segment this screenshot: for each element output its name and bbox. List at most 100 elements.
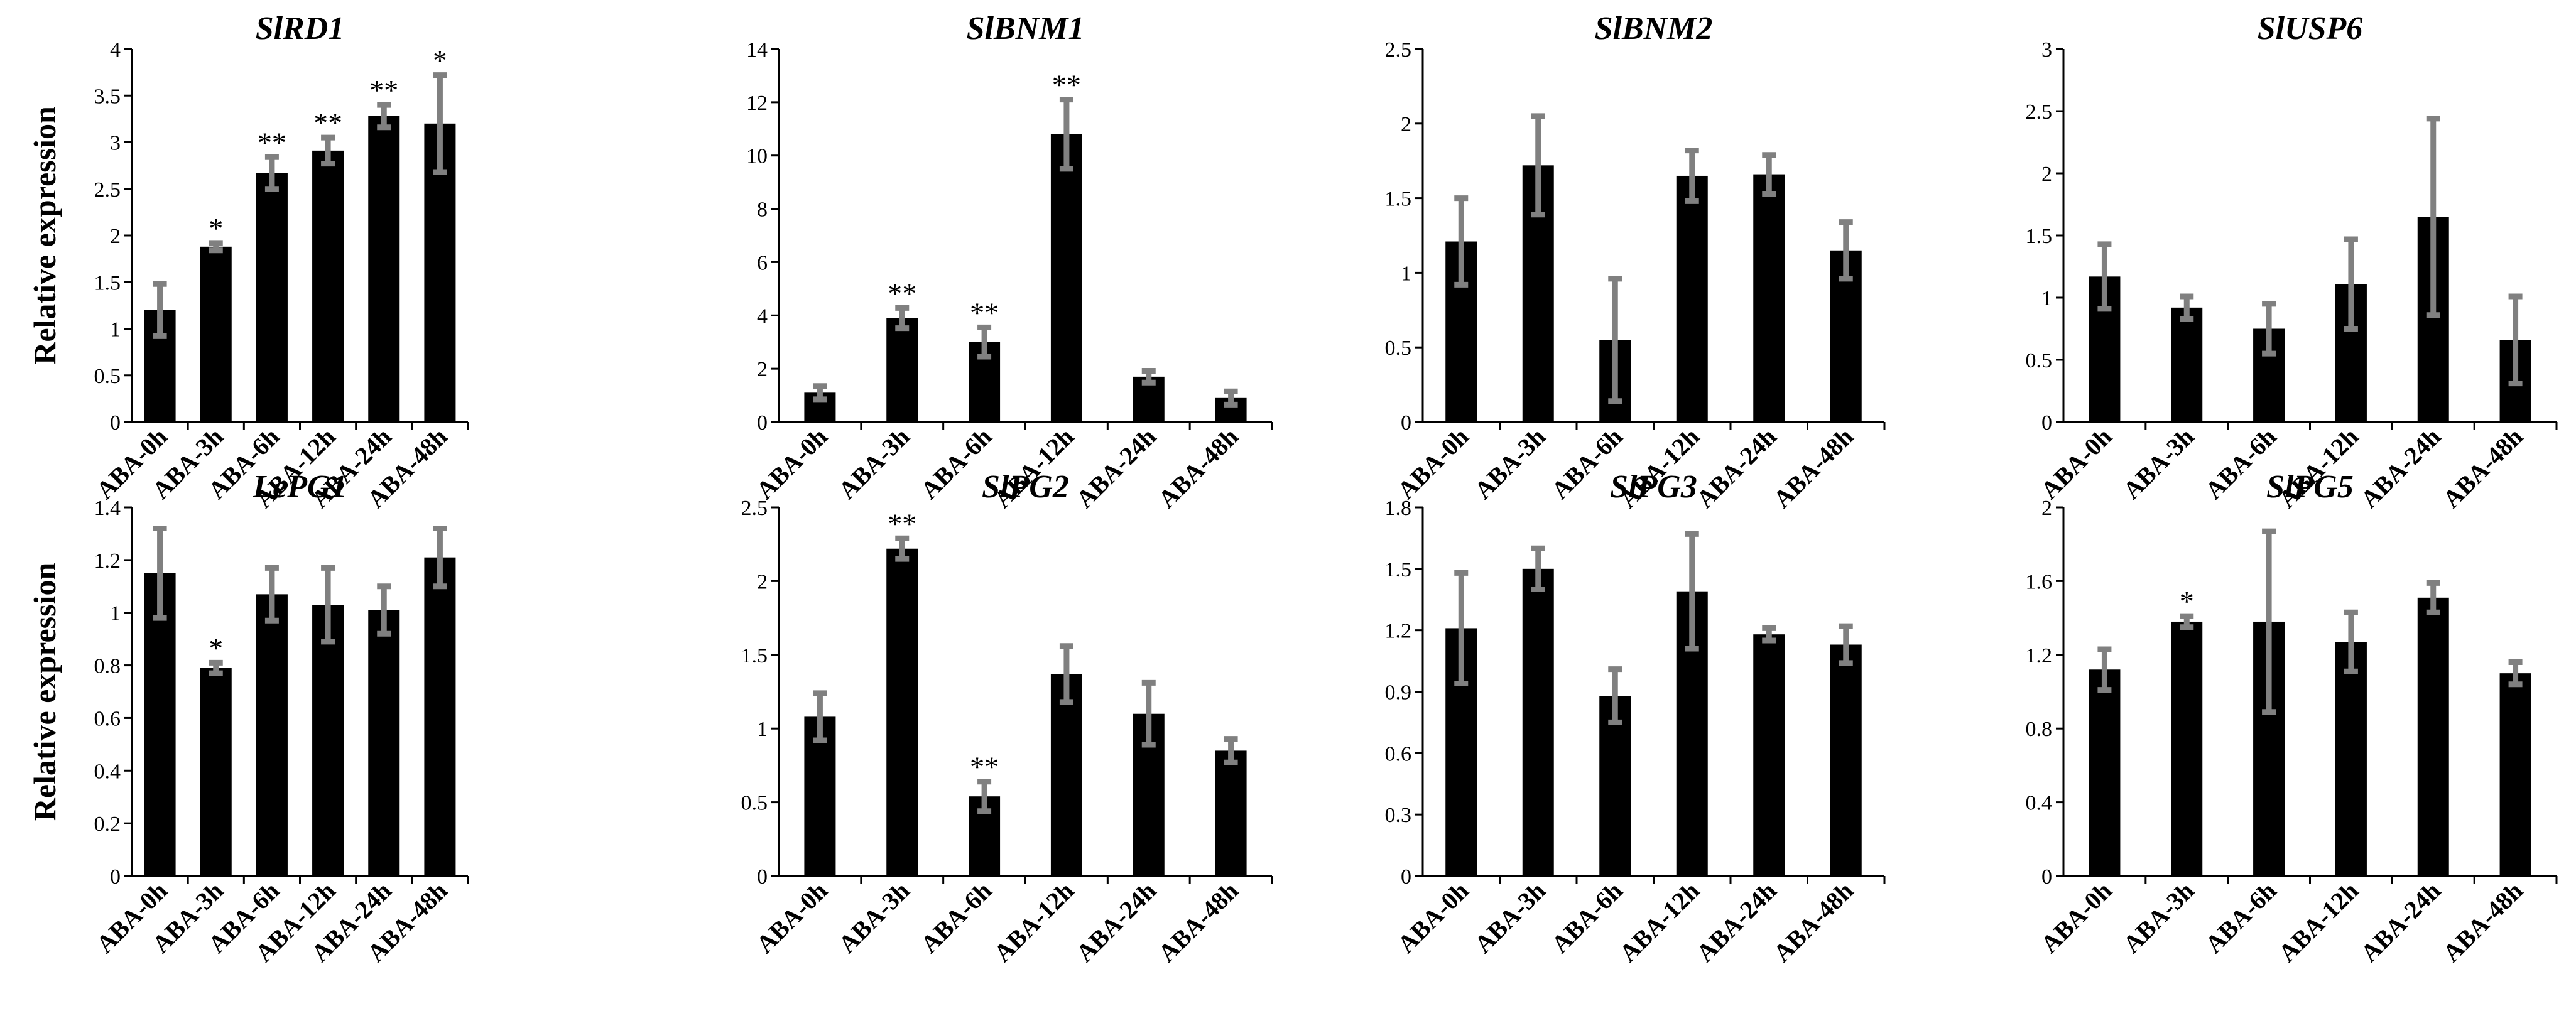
chart-5-bar-ABA-3h <box>886 548 918 876</box>
chart-0-significance-2: ** <box>258 126 286 158</box>
chart-7-x-tick-label-3: ABA-12h <box>2273 877 2364 968</box>
chart-7-bar-ABA-24h <box>2417 597 2449 876</box>
chart-0-significance-3: ** <box>313 107 342 139</box>
chart-5-title: SlPG2 <box>982 469 1069 505</box>
chart-1-title: SlBNM1 <box>967 11 1085 46</box>
chart-2-y-tick-label-0: 0 <box>1401 411 1411 435</box>
chart-6-x-tick-label-3: ABA-12h <box>1614 877 1705 968</box>
chart-1-y-tick-label-6: 12 <box>746 92 768 115</box>
chart-0-y-tick-label-7: 3.5 <box>94 85 121 108</box>
chart-6-x-tick-label-4: ABA-24h <box>1691 877 1782 968</box>
chart-4-y-tick-label-5: 1 <box>110 602 121 625</box>
chart-5-y-tick-label-1: 0.5 <box>741 792 768 815</box>
chart-0-bar-ABA-3h <box>200 246 232 422</box>
chart-3-x-tick-label-1: ABA-3h <box>2117 423 2200 505</box>
chart-2-x-tick-label-0: ABA-0h <box>1392 423 1474 505</box>
chart-4-y-tick-label-6: 1.2 <box>94 549 121 573</box>
chart-1-x-tick-label-0: ABA-0h <box>751 423 833 505</box>
chart-5-x-tick-label-0: ABA-0h <box>751 877 833 959</box>
chart-7-x-tick-label-0: ABA-0h <box>2035 877 2117 959</box>
chart-5-y-tick-label-4: 2 <box>757 570 768 593</box>
chart-7-x-tick-label-5: ABA-48h <box>2437 877 2528 968</box>
chart-4-bar-ABA-48h <box>424 557 456 876</box>
chart-3-x-tick-label-4: ABA-24h <box>2355 423 2446 514</box>
chart-0-y-tick-label-3: 1.5 <box>94 271 121 295</box>
chart-1-bar-ABA-12h <box>1050 134 1082 422</box>
chart-1-y-tick-label-5: 10 <box>746 145 768 168</box>
chart-2-x-tick-label-4: ABA-24h <box>1691 423 1782 514</box>
chart-2-y-tick-label-1: 0.5 <box>1385 337 1412 360</box>
chart-6-y-tick-label-4: 1.2 <box>1385 620 1412 643</box>
chart-6-y-tick-label-1: 0.3 <box>1385 804 1412 827</box>
chart-4-significance-1: * <box>209 632 223 664</box>
chart-7-x-tick-label-4: ABA-24h <box>2355 877 2446 968</box>
chart-5-y-tick-label-5: 2.5 <box>741 497 768 520</box>
chart-2-y-tick-label-2: 1 <box>1401 262 1411 285</box>
chart-5-x-tick-label-2: ABA-6h <box>915 877 997 959</box>
chart-7-y-tick-label-3: 1.2 <box>2026 644 2053 668</box>
chart-6-bar-ABA-24h <box>1753 634 1785 876</box>
chart-2-x-tick-label-5: ABA-48h <box>1768 423 1859 514</box>
chart-6-y-tick-label-2: 0.6 <box>1385 742 1412 765</box>
chart-7-y-tick-label-5: 2 <box>2041 497 2052 520</box>
chart-3-x-tick-label-5: ABA-48h <box>2437 423 2528 514</box>
chart-0-y-tick-label-0: 0 <box>110 411 121 435</box>
chart-0-bar-ABA-24h <box>368 116 400 423</box>
chart-3-y-tick-label-5: 2.5 <box>2026 100 2053 124</box>
chart-7-y-tick-label-0: 0 <box>2041 865 2052 889</box>
chart-0-bar-ABA-6h <box>256 173 288 422</box>
chart-4-y-tick-label-2: 0.4 <box>94 760 121 783</box>
chart-4-y-axis-label: Relative expression <box>27 563 62 821</box>
chart-6-bar-ABA-6h <box>1599 696 1631 876</box>
chart-3-title: SlUSP6 <box>2258 11 2363 46</box>
chart-3-y-tick-label-2: 1 <box>2041 287 2052 310</box>
chart-3-y-tick-label-1: 0.5 <box>2026 349 2053 372</box>
chart-0-y-tick-label-4: 2 <box>110 225 121 248</box>
chart-5-bar-ABA-12h <box>1050 674 1082 876</box>
chart-4-y-tick-label-0: 0 <box>110 865 121 889</box>
chart-1-y-tick-label-7: 14 <box>746 38 768 62</box>
chart-0-y-tick-label-2: 1 <box>110 318 121 342</box>
chart-0-significance-1: * <box>209 212 223 244</box>
chart-3-y-tick-label-3: 1.5 <box>2026 225 2053 248</box>
chart-6-bar-ABA-48h <box>1830 644 1862 876</box>
chart-7-bar-ABA-3h <box>2171 621 2203 876</box>
chart-5-x-tick-label-3: ABA-12h <box>988 877 1079 968</box>
chart-7-y-tick-label-2: 0.8 <box>2026 718 2053 741</box>
chart-4-bar-ABA-12h <box>312 605 344 876</box>
chart-7-significance-1: * <box>2180 585 2194 617</box>
chart-7-bar-ABA-48h <box>2499 673 2531 876</box>
chart-6-x-tick-label-5: ABA-48h <box>1768 877 1859 968</box>
chart-1-y-tick-label-0: 0 <box>757 411 768 435</box>
chart-3-y-tick-label-6: 3 <box>2041 38 2052 62</box>
chart-2-title: SlBNM2 <box>1595 11 1713 46</box>
chart-0-y-tick-label-5: 2.5 <box>94 178 121 202</box>
chart-2-x-tick-label-1: ABA-3h <box>1469 423 1551 505</box>
chart-5-significance-1: ** <box>888 507 916 539</box>
chart-4-bar-ABA-6h <box>256 594 288 876</box>
chart-1-y-tick-label-2: 4 <box>757 305 768 328</box>
chart-1-bar-ABA-3h <box>886 318 918 422</box>
chart-5-x-tick-label-4: ABA-24h <box>1070 877 1161 968</box>
chart-1-y-tick-label-4: 8 <box>757 198 768 222</box>
chart-5-y-tick-label-2: 1 <box>757 718 768 741</box>
chart-5-y-tick-label-3: 1.5 <box>741 644 768 668</box>
chart-6-y-tick-label-6: 1.8 <box>1385 497 1412 520</box>
chart-2-bar-ABA-24h <box>1753 174 1785 422</box>
chart-4-bar-ABA-0h <box>144 573 176 876</box>
chart-7-title: SlPG5 <box>2266 469 2354 505</box>
chart-2-bar-ABA-12h <box>1676 175 1708 422</box>
chart-4-y-tick-label-7: 1.4 <box>94 497 121 520</box>
chart-2-y-tick-label-5: 2.5 <box>1385 38 1412 62</box>
chart-5-bar-ABA-0h <box>804 716 836 876</box>
chart-1-significance-2: ** <box>970 296 999 328</box>
chart-3-x-tick-label-0: ABA-0h <box>2035 423 2117 505</box>
chart-6-y-tick-label-0: 0 <box>1401 865 1411 889</box>
chart-3-y-tick-label-0: 0 <box>2041 411 2052 435</box>
chart-1-significance-1: ** <box>888 277 916 309</box>
chart-7-bar-ABA-12h <box>2335 642 2367 876</box>
chart-5-bar-ABA-48h <box>1215 750 1247 876</box>
chart-4-bar-ABA-24h <box>368 610 400 876</box>
